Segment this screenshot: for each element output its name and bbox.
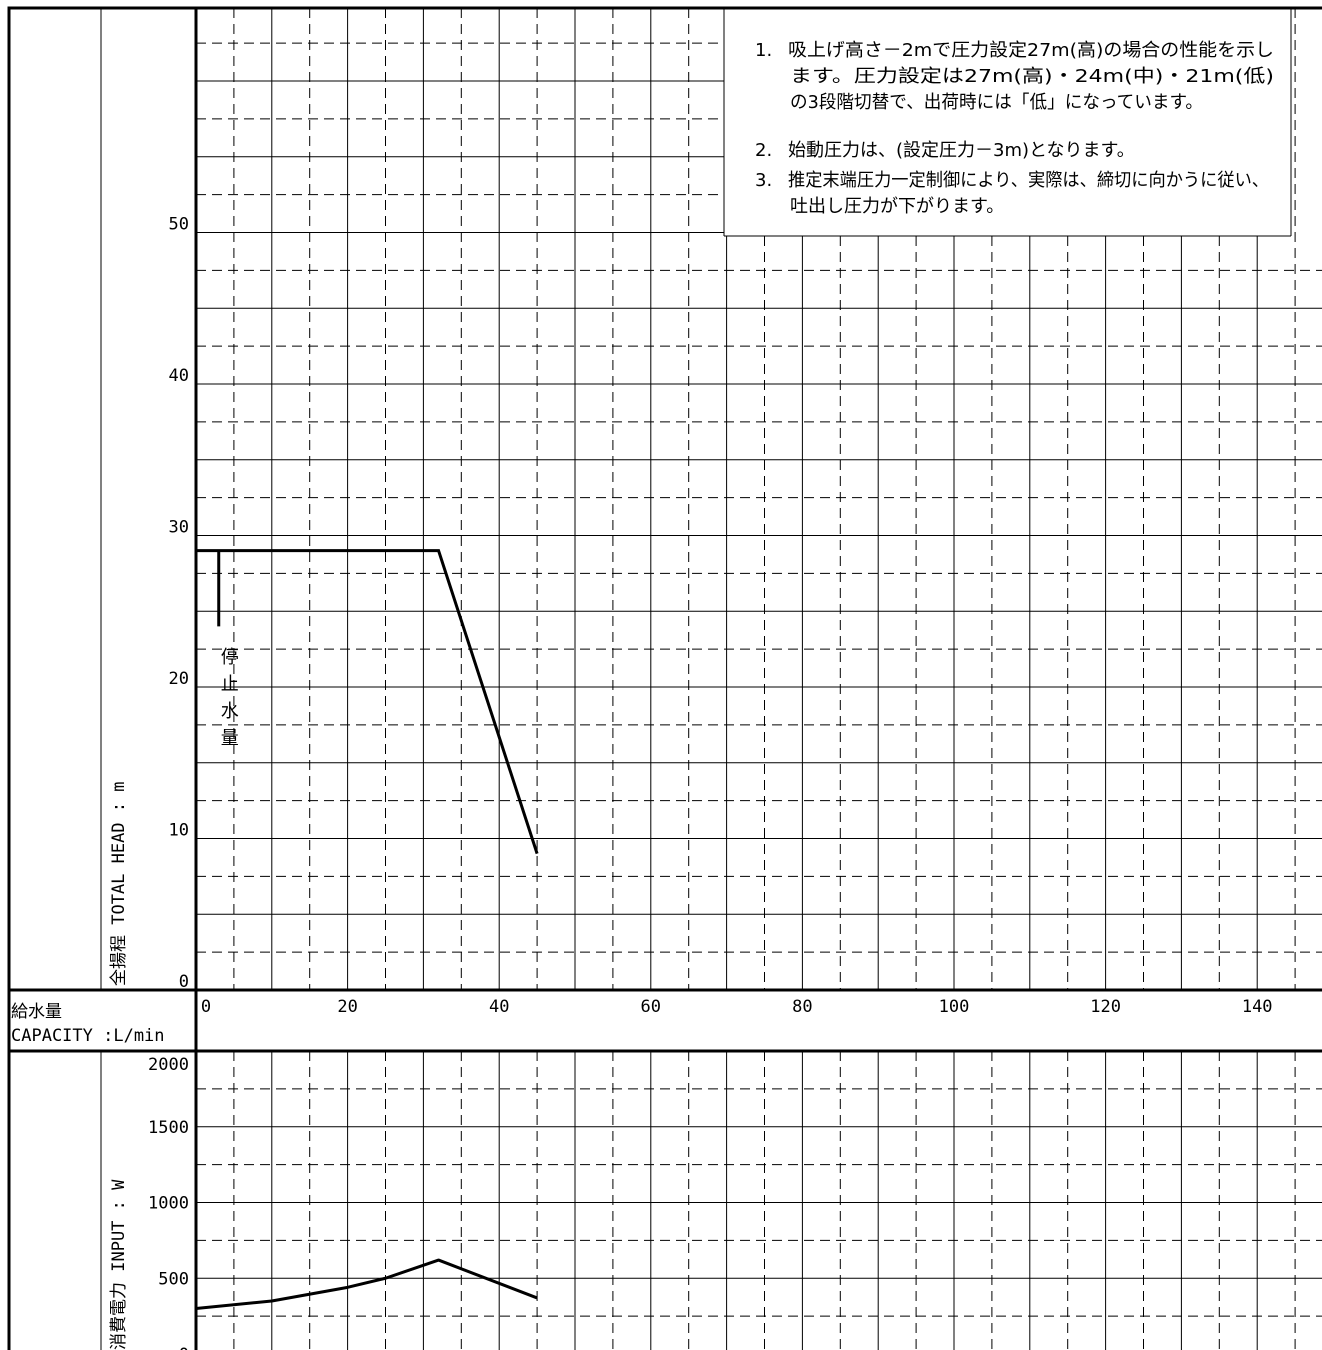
stop-flow-annotation-char: 量 [221,728,239,749]
note-line: の3段階切替で、出荷時には「低」になっています。 [790,92,1203,113]
stop-flow-annotation-char: 止 [221,674,239,695]
note-number: 3. [755,170,772,191]
outer-frame [7,6,1322,1350]
head-tick-label: 20 [169,669,189,689]
frame-layer [7,6,1322,1350]
note-number: 1. [755,40,772,61]
notes-box: 1. 吸上げ高さ－2mで圧力設定27m(高)の場合の性能を示します。圧力設定は27… [723,8,1292,237]
note-number: 2. [755,140,772,161]
head-tick-label: 40 [169,366,189,386]
head-tick-label: 10 [169,821,189,841]
axis-labels: 給水量 CAPACITY :L/min 全揚程 TOTAL HEAD : m 消費電力… [11,781,165,1350]
head-curve [196,549,539,855]
head-tick-label: 50 [169,215,189,235]
head-axis-label: 全揚程 TOTAL HEAD : m [109,781,129,986]
power-tick-label: 1000 [148,1194,189,1214]
capacity-label-en: CAPACITY :L/min [11,1026,165,1046]
power-axis-label: 消費電力 INPUT : W [109,1179,129,1350]
power-tick-label: 500 [158,1269,189,1289]
tick-labels: 0102030405005001000150020000204060801001… [148,215,1273,1350]
note-line: 吸上げ高さ－2mで圧力設定27m(高)の場合の性能を示し [788,40,1274,61]
capacity-tick-label: 140 [1242,997,1273,1017]
capacity-tick-label: 80 [792,997,812,1017]
capacity-tick-label: 60 [641,997,661,1017]
head-tick-label: 0 [179,972,189,992]
capacity-tick-label: 40 [489,997,509,1017]
power-curve [195,1258,538,1311]
note-line: ます。圧力設定は27m(高)・24m(中)・21m(低) [790,66,1274,87]
power-tick-label: 0 [179,1345,189,1350]
capacity-label-jp: 給水量 [11,1002,62,1022]
stop-flow-annotation-char: 水 [221,701,239,722]
head-tick-label: 30 [169,518,189,538]
capacity-tick-label: 0 [201,997,211,1017]
power-tick-label: 2000 [148,1055,189,1075]
capacity-tick-label: 100 [939,997,970,1017]
capacity-tick-label: 20 [337,997,357,1017]
note-line: 吐出し圧力が下がります。 [790,196,1004,217]
power-tick-label: 1500 [148,1118,189,1138]
capacity-tick-label: 120 [1090,997,1121,1017]
grid-layer [196,8,1322,1350]
note-line: 始動圧力は、(設定圧力－3m)となります。 [788,140,1135,161]
note-line: 推定末端圧力一定制御により、実際は、締切に向かうに従い、 [788,170,1269,191]
stop-flow-annotation-char: 停 [221,647,239,668]
